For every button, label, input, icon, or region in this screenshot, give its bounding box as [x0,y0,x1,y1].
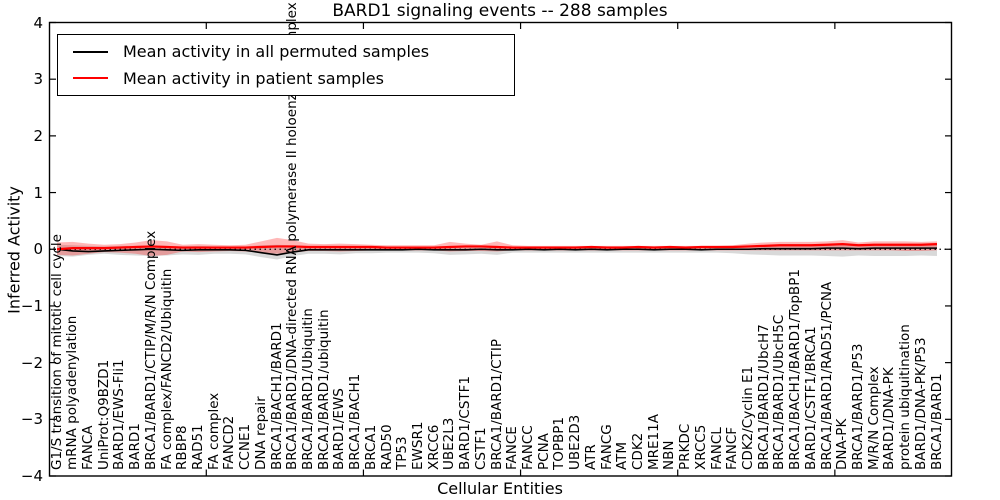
x-category-label: BRCA1/BARD1/UbcH7 [755,324,772,470]
x-category-label: BRCA1/BARD1/CTIP [488,339,505,470]
y-tick-label: −2 [20,353,43,372]
x-category-label: BRCA1/BACH1/BARD1 [268,322,285,470]
permuted-mean-line [56,247,937,256]
x-category-label: PRKDC [677,423,694,470]
chart-title: BARD1 signaling events -- 288 samples [332,1,668,21]
x-category-label: mRNA polyadenylation [64,315,81,470]
x-category-label: DNA repair [252,396,269,470]
x-category-label: TOPBP1 [551,416,568,470]
x-category-label: BRCA1/BARD1/ubiquitin [315,309,332,470]
x-category-label: FA complex/FANCD2/Ubiquitin [158,268,175,470]
x-category-label: MRE11A [645,414,662,470]
x-category-label: BARD1/CSTF1/BRCA1 [802,326,819,470]
x-category-label: UBE2D3 [567,414,584,470]
x-category-label: CDK2 [629,432,646,470]
x-category-label: FANCG [598,424,615,470]
x-category-label: FA complex [205,392,222,470]
x-category-label: ATR [582,444,599,470]
x-category-label: FANCF [724,426,741,470]
x-category-label: FANCA [79,425,96,470]
patient-line-swatch-icon [73,77,108,80]
x-category-label: TP53 [394,436,411,470]
x-category-label: RBBP8 [174,425,191,470]
x-category-label: BRCA1/BARD1/RAD51/PCNA [818,281,835,470]
x-category-label: FANCD2 [221,415,238,470]
y-tick-label: 0 [33,240,43,259]
legend-label-permuted: Mean activity in all permuted samples [123,42,430,62]
y-tick-label: 3 [33,70,43,89]
x-category-label: G1/S transition of mitotic cell cycle [48,234,65,470]
x-category-label: M/R/N Complex [865,366,882,470]
x-category-label: PCNA [535,433,552,470]
x-category-label: BRCA1/BARD1/UbcH5C [771,314,788,470]
x-category-label: XRCC5 [692,424,709,470]
x-category-label: BRCA1/BARD1 [928,373,945,470]
x-category-label: RAD50 [378,424,395,470]
y-tick-label: 4 [33,13,43,32]
y-tick-label: 2 [33,126,43,145]
y-tick-label: 1 [33,183,43,202]
x-category-label: UniProt:Q9BZD1 [95,359,112,470]
x-category-label: BARD1 [127,423,144,470]
x-category-label: BRCA1/BARD1/P53 [849,343,866,471]
y-tick-label: −3 [20,410,43,429]
x-category-label: FANCC [519,425,536,470]
x-category-label: CCNE1 [237,423,254,470]
legend-label-patient: Mean activity in patient samples [123,68,384,88]
permuted-line-swatch-icon [73,50,108,53]
x-category-label: EWSR1 [409,421,426,470]
x-category-label: BARD1/EWS-Fli1 [111,359,128,470]
x-category-label: XRCC6 [425,424,442,470]
x-category-label: BRCA1/BARD1/Ubiquitin [299,308,316,470]
legend: Mean activity in all permuted samples Me… [57,34,515,96]
legend-entry-patient: Mean activity in patient samples [58,69,514,88]
x-category-label: DNA-PK [834,418,851,470]
x-category-label: CDK2/Cyclin E1 [739,365,756,470]
x-category-label: BARD1/DNA-PK [881,367,898,470]
x-category-label: BRCA1/BACH1/BARD1/TopBP1 [787,269,804,470]
x-axis-label: Cellular Entities [437,479,563,498]
x-category-label: FANCL [708,427,725,470]
x-category-label: UBE2L3 [441,417,458,470]
y-tick-label: −4 [20,467,43,485]
x-category-label: BARD1/EWS [331,388,348,470]
x-category-label: RAD51 [189,424,206,470]
x-category-label: protein ubiquitination [897,324,914,470]
x-category-label: BRCA1/BACH1 [347,373,364,470]
x-category-label: FANCE [504,426,521,470]
x-category-label: BARD1/DNA-PK/P53 [912,337,929,470]
legend-entry-permuted: Mean activity in all permuted samples [58,42,514,61]
patient-mean-line [56,243,938,251]
x-category-label: BRCA1/BARD1/CTIP/M/R/N Complex [142,230,159,470]
x-category-label: ATM [614,441,631,470]
y-tick-label: −1 [20,296,43,315]
x-category-label: BARD1/CSTF1 [457,375,474,470]
x-category-label: BRCA1 [362,424,379,470]
x-category-label: NBN [661,440,678,470]
x-category-label: CSTF1 [472,427,489,470]
